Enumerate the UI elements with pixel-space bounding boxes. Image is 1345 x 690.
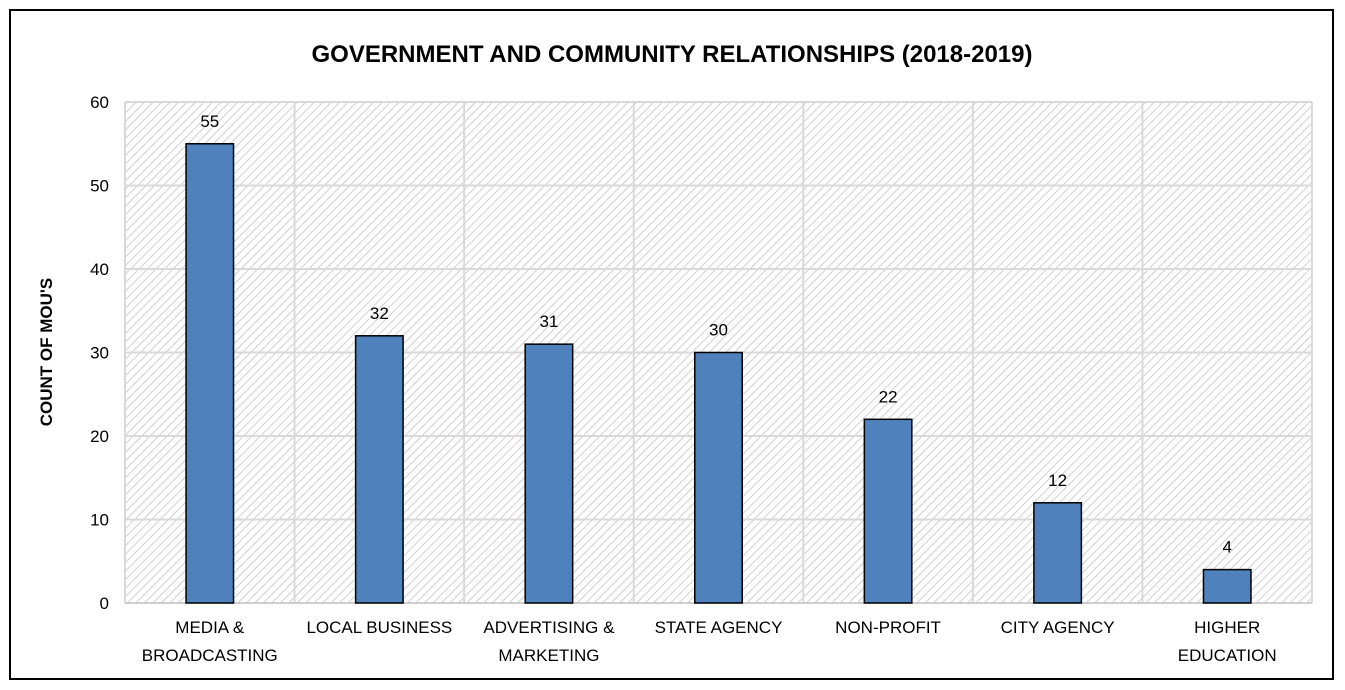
category-label: NON-PROFIT: [835, 618, 941, 637]
category-label-line: MEDIA &: [175, 618, 245, 637]
y-tick-label: 50: [90, 177, 109, 196]
chart-title: GOVERNMENT AND COMMUNITY RELATIONSHIPS (…: [312, 41, 1033, 68]
category-label: HIGHER EDUCATION: [1178, 618, 1277, 665]
data-label: 12: [1048, 471, 1067, 490]
category-label: ADVERTISING & MARKETING: [483, 618, 615, 665]
y-tick-label: 0: [100, 594, 109, 613]
data-label: 32: [370, 304, 389, 323]
category-label: CITY AGENCY: [1001, 618, 1115, 637]
category-label-line: MARKETING: [498, 646, 599, 665]
data-label: 55: [200, 112, 219, 131]
bar: [185, 143, 235, 604]
bar: [863, 418, 913, 604]
y-tick-label: 20: [90, 427, 109, 446]
data-label: 31: [539, 312, 558, 331]
category-label: LOCAL BUSINESS: [306, 618, 452, 637]
data-label: 22: [879, 387, 898, 406]
y-tick-label: 30: [90, 344, 109, 363]
category-label: MEDIA & BROADCASTING: [142, 618, 278, 665]
category-label-line: HIGHER: [1194, 618, 1260, 637]
bar: [354, 335, 404, 604]
y-tick-label: 10: [90, 511, 109, 530]
category-label-line: ADVERTISING &: [483, 618, 615, 637]
plot-area: 0 10 20 30 40 50 60 55 MEDIA & BROADCASTING 32 LOCA…: [90, 93, 1313, 665]
bar: [1202, 568, 1252, 604]
category-label: STATE AGENCY: [655, 618, 783, 637]
category-label-line: BROADCASTING: [142, 646, 278, 665]
category-label-line: LOCAL BUSINESS: [306, 618, 452, 637]
category-label-line: STATE AGENCY: [655, 618, 783, 637]
category-label-line: NON-PROFIT: [835, 618, 941, 637]
bar: [524, 343, 574, 604]
bar: [694, 351, 743, 604]
data-label: 30: [709, 321, 728, 340]
category-label-line: EDUCATION: [1178, 646, 1277, 665]
y-tick-label: 60: [90, 93, 109, 112]
y-tick-label: 40: [90, 260, 109, 279]
category-label-line: CITY AGENCY: [1001, 618, 1115, 637]
data-label: 4: [1222, 538, 1231, 557]
y-axis-label: COUNT OF MOU'S: [37, 278, 56, 427]
bar: [1033, 502, 1083, 604]
